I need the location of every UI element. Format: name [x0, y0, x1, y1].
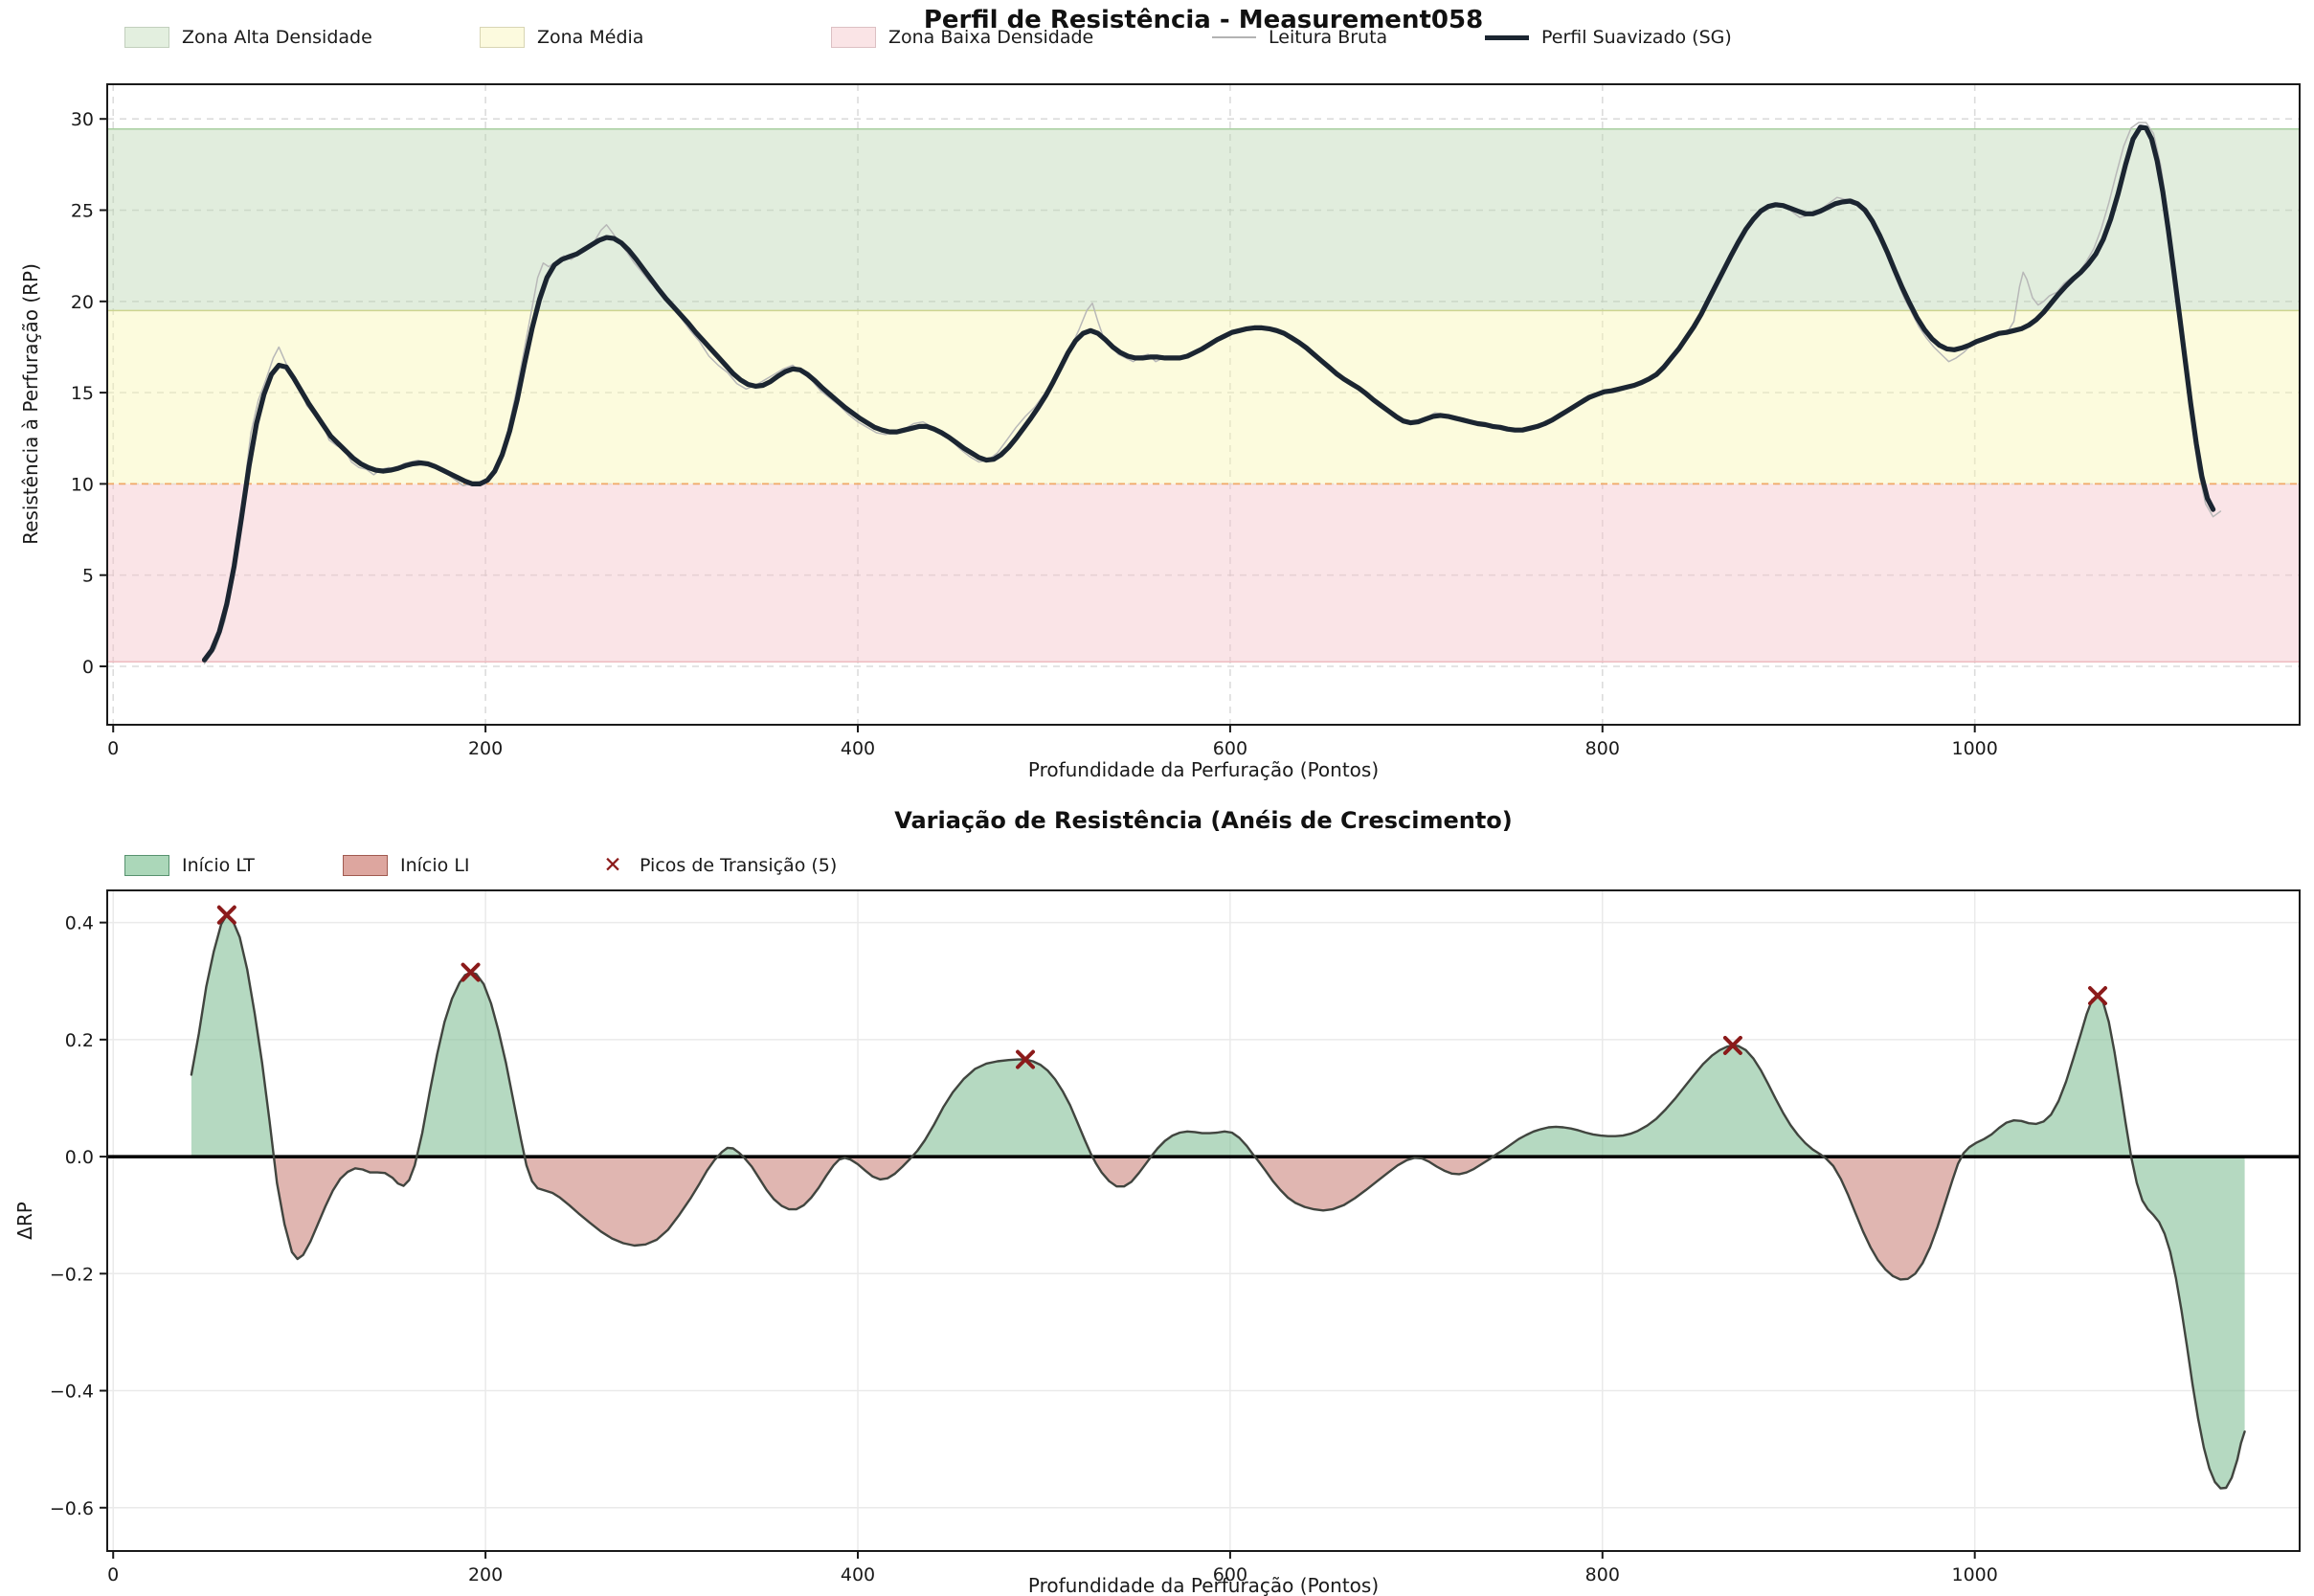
- transition-peak-marker: [1722, 1035, 1742, 1055]
- top-chart-title: Perfil de Resistência - Measurement058: [923, 6, 1484, 34]
- inicio-li-area: [1092, 1157, 1152, 1187]
- legend-label: Leitura Bruta: [1269, 27, 1388, 48]
- x-tick-label: 600: [1213, 738, 1247, 759]
- legend-label: Início LI: [400, 855, 470, 876]
- y-tick-label: 10: [71, 474, 94, 495]
- legend-label: Picos de Transição (5): [640, 855, 838, 876]
- bottom-x-axis-label: Profundidade da Perfuração (Pontos): [1027, 1574, 1380, 1596]
- inicio-lt-area: [416, 972, 525, 1158]
- inicio-lt-area: [717, 1147, 744, 1158]
- plot-border: [106, 83, 2301, 726]
- y-tick-label: 20: [71, 292, 94, 313]
- delta-rp-line: [190, 913, 2246, 1490]
- zona-baixa-swatch: [831, 27, 876, 48]
- x-tick-label: 1000: [1952, 1564, 1998, 1585]
- bottom-y-axis-label: ΔRP: [13, 1202, 36, 1240]
- y-tick-label: 25: [71, 201, 94, 222]
- y-tick-label: 15: [71, 383, 94, 404]
- top-y-axis-label: Resistência à Perfuração (RP): [19, 263, 42, 545]
- perfil-suavizado-line: [201, 124, 2216, 663]
- y-tick-label: 0.4: [65, 913, 94, 934]
- legend-item-inicio-li: Início LI: [343, 854, 470, 877]
- inicio-li-area: [274, 1157, 417, 1259]
- x-tick-label: 0: [107, 1564, 119, 1585]
- legend-item-zona-media: Zona Média: [480, 26, 643, 49]
- top-x-axis-label: Profundidade da Perfuração (Pontos): [1027, 758, 1380, 781]
- inicio-lt-area: [1493, 1045, 1824, 1158]
- legend-label: Início LT: [182, 855, 255, 876]
- y-tick-label: −0.4: [50, 1382, 94, 1403]
- legend-item-picos-transicao: ✕ Picos de Transição (5): [598, 854, 837, 877]
- x-tick-label: 800: [1585, 738, 1620, 759]
- y-tick-label: 0.2: [65, 1030, 94, 1051]
- y-tick-label: −0.6: [50, 1498, 94, 1519]
- y-tick-label: −0.2: [50, 1264, 94, 1285]
- x-tick-label: 800: [1585, 1564, 1620, 1585]
- legend-label: Zona Média: [537, 27, 644, 48]
- x-tick-label: 600: [1213, 1564, 1247, 1585]
- inicio-lt-area: [911, 1059, 1092, 1158]
- x-tick-label: 400: [841, 738, 875, 759]
- legend-item-leitura-bruta: Leitura Bruta: [1212, 26, 1387, 49]
- bottom-chart-title: Variação de Resistência (Anéis de Cresci…: [894, 807, 1513, 834]
- transition-peak-marker: [216, 905, 236, 925]
- x-tick-label: 0: [107, 738, 119, 759]
- y-tick-label: 0: [82, 657, 94, 678]
- transition-peak-marker: [2088, 986, 2108, 1006]
- inicio-lt-area: [1962, 996, 2245, 1489]
- inicio-li-area: [1823, 1157, 1963, 1280]
- inicio-li-swatch: [343, 855, 388, 876]
- inicio-lt-swatch: [124, 855, 169, 876]
- y-tick-label: 0.0: [65, 1147, 94, 1168]
- zona-alta-swatch: [124, 27, 169, 48]
- leitura-bruta-swatch: [1212, 36, 1256, 38]
- legend-item-perfil-suavizado: Perfil Suavizado (SG): [1485, 26, 1732, 49]
- x-tick-label: 200: [468, 1564, 503, 1585]
- legend-label: Zona Alta Densidade: [182, 27, 372, 48]
- x-tick-label: 1000: [1952, 738, 1998, 759]
- x-marker-icon: ✕: [603, 853, 622, 878]
- inicio-lt-area: [191, 914, 274, 1158]
- perfil-suavizado-swatch: [1485, 34, 1529, 40]
- plot-border: [106, 889, 2301, 1552]
- inicio-lt-area: [1151, 1131, 1255, 1158]
- x-tick-label: 400: [841, 1564, 875, 1585]
- y-tick-label: 5: [82, 566, 94, 587]
- zone-alta-densidade: [107, 128, 2300, 311]
- zona-media-swatch: [480, 27, 525, 48]
- y-tick-label: 30: [71, 109, 94, 130]
- transition-peak-marker: [1016, 1049, 1036, 1069]
- legend-item-inicio-lt: Início LT: [124, 854, 255, 877]
- legend-label: Zona Baixa Densidade: [888, 27, 1094, 48]
- legend-item-zona-baixa: Zona Baixa Densidade: [831, 26, 1093, 49]
- inicio-li-area: [524, 1157, 718, 1246]
- legend-label: Perfil Suavizado (SG): [1541, 27, 1732, 48]
- legend-item-zona-alta: Zona Alta Densidade: [124, 26, 372, 49]
- x-tick-label: 200: [468, 738, 503, 759]
- zone-baixa-densidade: [107, 483, 2300, 663]
- inicio-li-area: [743, 1157, 912, 1210]
- zone-media: [107, 310, 2300, 484]
- transition-peak-marker: [461, 962, 481, 982]
